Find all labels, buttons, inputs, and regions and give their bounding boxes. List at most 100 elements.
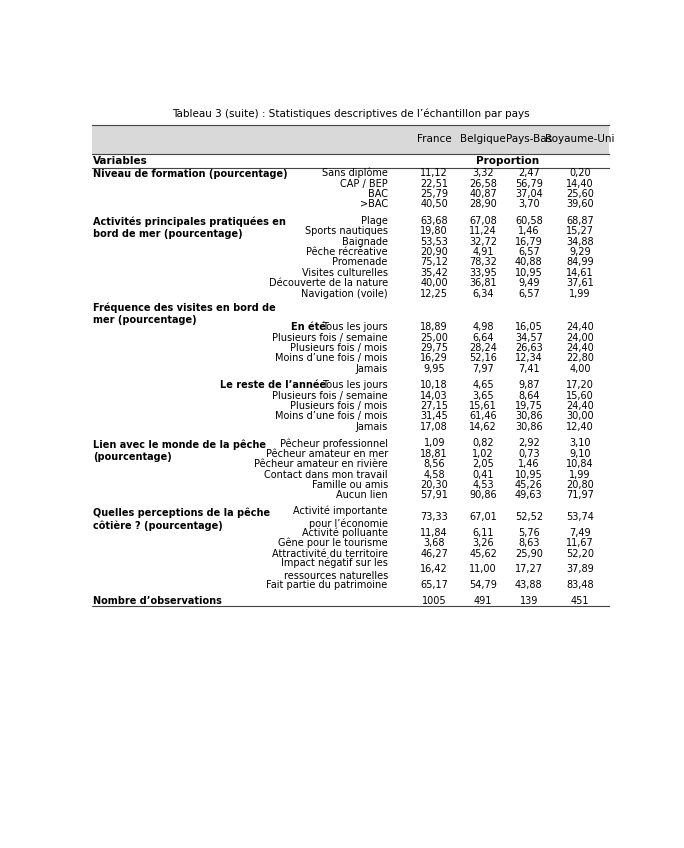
Bar bbox=[92, 226, 609, 237]
Text: 12,34: 12,34 bbox=[515, 354, 542, 363]
Bar bbox=[92, 298, 609, 305]
Text: Plusieurs fois / mois: Plusieurs fois / mois bbox=[291, 401, 388, 411]
Text: 15,61: 15,61 bbox=[469, 401, 497, 411]
Bar bbox=[92, 401, 609, 411]
Bar bbox=[92, 257, 609, 268]
Text: 20,80: 20,80 bbox=[566, 480, 594, 490]
Text: 75,12: 75,12 bbox=[420, 258, 448, 267]
Text: 40,88: 40,88 bbox=[515, 258, 542, 267]
Text: >BAC: >BAC bbox=[360, 199, 388, 209]
Bar bbox=[92, 288, 609, 298]
Text: 40,00: 40,00 bbox=[421, 278, 448, 288]
Text: 1,46: 1,46 bbox=[518, 226, 540, 237]
Text: 18,89: 18,89 bbox=[421, 322, 448, 332]
Text: 53,74: 53,74 bbox=[566, 512, 594, 522]
Text: 25,00: 25,00 bbox=[420, 332, 448, 343]
Text: En été: En été bbox=[291, 322, 326, 332]
Text: 9,87: 9,87 bbox=[518, 380, 540, 390]
Text: Contact dans mon travail: Contact dans mon travail bbox=[264, 470, 388, 480]
Text: 6,11: 6,11 bbox=[473, 527, 494, 538]
Text: 34,88: 34,88 bbox=[566, 237, 594, 247]
Text: 90,86: 90,86 bbox=[469, 490, 497, 500]
Bar bbox=[92, 527, 609, 538]
Text: 49,63: 49,63 bbox=[515, 490, 542, 500]
Text: 2,47: 2,47 bbox=[518, 168, 540, 178]
Text: 139: 139 bbox=[520, 596, 538, 606]
Text: 15,60: 15,60 bbox=[566, 391, 594, 401]
Text: 7,49: 7,49 bbox=[569, 527, 591, 538]
Text: BAC: BAC bbox=[368, 189, 388, 199]
Text: 12,25: 12,25 bbox=[420, 288, 448, 298]
Bar bbox=[92, 209, 609, 215]
Text: 84,99: 84,99 bbox=[566, 258, 594, 267]
Bar bbox=[92, 438, 609, 449]
Text: 1005: 1005 bbox=[422, 596, 447, 606]
Bar bbox=[92, 237, 609, 247]
Text: 32,72: 32,72 bbox=[469, 237, 497, 247]
Text: 10,18: 10,18 bbox=[421, 380, 448, 390]
Text: 26,58: 26,58 bbox=[469, 179, 497, 188]
Text: 36,81: 36,81 bbox=[469, 278, 497, 288]
Text: Le reste de l’année: Le reste de l’année bbox=[220, 380, 326, 390]
Text: Sports nautiques: Sports nautiques bbox=[305, 226, 388, 237]
Text: 24,40: 24,40 bbox=[566, 343, 594, 353]
Text: 52,16: 52,16 bbox=[469, 354, 497, 363]
Text: 65,17: 65,17 bbox=[420, 580, 448, 589]
Text: 24,00: 24,00 bbox=[566, 332, 594, 343]
Bar bbox=[92, 199, 609, 209]
Text: 4,53: 4,53 bbox=[472, 480, 494, 490]
Text: 46,27: 46,27 bbox=[420, 549, 448, 559]
Text: 83,48: 83,48 bbox=[566, 580, 594, 589]
Text: 16,79: 16,79 bbox=[515, 237, 542, 247]
Text: 53,53: 53,53 bbox=[420, 237, 448, 247]
Text: 4,58: 4,58 bbox=[423, 470, 445, 480]
Text: 67,01: 67,01 bbox=[469, 512, 497, 522]
Text: 17,08: 17,08 bbox=[421, 422, 448, 432]
Text: 4,65: 4,65 bbox=[472, 380, 494, 390]
Text: 37,89: 37,89 bbox=[566, 564, 594, 574]
Text: Quelles perceptions de la pêche
côtière ? (pourcentage): Quelles perceptions de la pêche côtière … bbox=[93, 508, 270, 531]
Text: 10,84: 10,84 bbox=[566, 460, 594, 469]
Text: Plusieurs fois / semaine: Plusieurs fois / semaine bbox=[272, 391, 388, 401]
Text: 15,27: 15,27 bbox=[566, 226, 594, 237]
Text: 11,12: 11,12 bbox=[421, 168, 448, 178]
Text: 30,00: 30,00 bbox=[566, 411, 594, 421]
Text: Impact négatif sur les
ressources naturelles: Impact négatif sur les ressources nature… bbox=[281, 558, 388, 581]
Text: 30,86: 30,86 bbox=[515, 422, 542, 432]
Text: Plage: Plage bbox=[361, 216, 388, 226]
Text: 17,20: 17,20 bbox=[566, 380, 594, 390]
Text: Pêcheur amateur en mer: Pêcheur amateur en mer bbox=[265, 449, 388, 459]
Bar bbox=[92, 432, 609, 438]
Text: 52,52: 52,52 bbox=[515, 512, 543, 522]
Text: 16,42: 16,42 bbox=[421, 564, 448, 574]
Bar bbox=[92, 507, 609, 527]
Text: 20,90: 20,90 bbox=[421, 247, 448, 257]
Text: 56,79: 56,79 bbox=[515, 179, 542, 188]
Text: 17,27: 17,27 bbox=[515, 564, 543, 574]
Text: 11,67: 11,67 bbox=[566, 538, 594, 548]
Text: 0,20: 0,20 bbox=[569, 168, 591, 178]
Bar bbox=[92, 268, 609, 278]
Text: 8,64: 8,64 bbox=[518, 391, 540, 401]
Text: Activité polluante: Activité polluante bbox=[302, 527, 388, 538]
Bar bbox=[92, 421, 609, 432]
Text: 4,91: 4,91 bbox=[473, 247, 494, 257]
Text: 9,10: 9,10 bbox=[569, 449, 591, 459]
Text: Tableau 3 (suite) : Statistiques descriptives de l’échantillon par pays: Tableau 3 (suite) : Statistiques descrip… bbox=[172, 109, 529, 120]
Bar bbox=[92, 189, 609, 199]
Text: 28,24: 28,24 bbox=[469, 343, 497, 353]
Text: Promenade: Promenade bbox=[332, 258, 388, 267]
Text: 30,86: 30,86 bbox=[515, 411, 542, 421]
Text: 57,91: 57,91 bbox=[420, 490, 448, 500]
Text: Pêcheur professionnel: Pêcheur professionnel bbox=[280, 438, 388, 449]
Text: Gêne pour le tourisme: Gêne pour le tourisme bbox=[278, 538, 388, 549]
Text: Famille ou amis: Famille ou amis bbox=[311, 480, 388, 490]
Text: Pays-Bas: Pays-Bas bbox=[505, 135, 552, 144]
Text: 61,46: 61,46 bbox=[469, 411, 497, 421]
Bar bbox=[92, 353, 609, 364]
Text: 0,41: 0,41 bbox=[473, 470, 494, 480]
Text: 29,75: 29,75 bbox=[420, 343, 448, 353]
Bar bbox=[92, 215, 609, 226]
Text: 71,97: 71,97 bbox=[566, 490, 594, 500]
Text: 43,88: 43,88 bbox=[515, 580, 542, 589]
